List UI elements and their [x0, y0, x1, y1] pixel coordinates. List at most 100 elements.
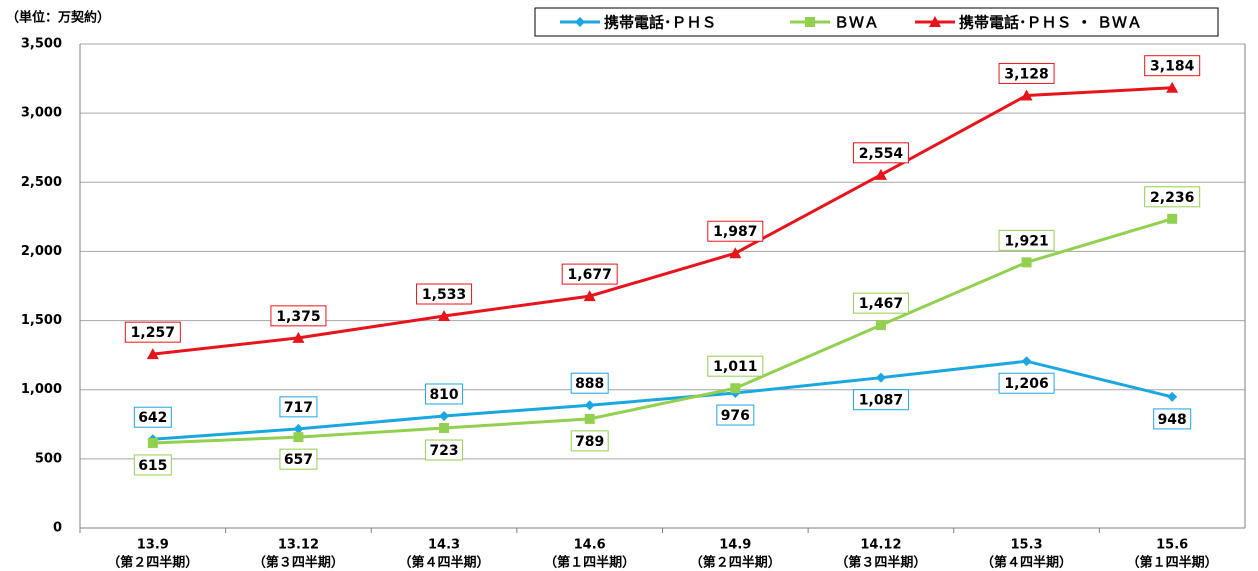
data-point	[439, 423, 450, 434]
x-tick-label: （第３四半期）	[253, 555, 344, 571]
x-tick-label: 14.9	[719, 538, 751, 553]
data-point	[1020, 89, 1033, 101]
value-label-box	[425, 383, 464, 405]
value-label: 789	[575, 434, 604, 450]
x-tick-label: 13.12	[278, 538, 319, 553]
value-label: 1,011	[713, 359, 757, 375]
y-tick-label: 2,000	[21, 244, 62, 259]
value-label: 1,087	[859, 393, 903, 409]
legend-label: 携帯電話･ＰＨＳ ・ ＢＷＡ	[959, 14, 1142, 32]
data-point	[583, 290, 596, 302]
legend-label: 携帯電話･ＰＨＳ	[604, 14, 717, 32]
value-label: 717	[284, 400, 313, 416]
value-label: 1,533	[422, 287, 466, 303]
data-point	[875, 372, 886, 383]
data-point	[1166, 81, 1179, 93]
value-label: 723	[429, 443, 458, 459]
series-line	[152, 217, 1173, 445]
legend-label: ＢＷＡ	[834, 14, 879, 32]
value-label-box	[570, 372, 609, 394]
x-tick-label: （第１四半期）	[1127, 555, 1218, 571]
value-label-box	[279, 396, 318, 418]
y-tick-label: 2,500	[21, 175, 62, 190]
series-line	[152, 359, 1173, 441]
legend-box	[534, 7, 1219, 37]
data-point	[147, 437, 158, 448]
legend-marker	[805, 17, 815, 27]
value-label-box	[1153, 408, 1192, 430]
value-label: 1,206	[1004, 376, 1048, 392]
value-label: 657	[284, 452, 313, 468]
value-label-box	[133, 454, 172, 476]
x-tick-label: （第２四半期）	[690, 555, 781, 571]
x-tick-label: （第１四半期）	[544, 555, 635, 571]
x-tick-label: （第２四半期）	[107, 555, 198, 571]
y-tick-label: 3,500	[21, 37, 62, 52]
value-label-box	[998, 372, 1055, 394]
y-axis-label: （単位：万契約）	[6, 10, 110, 26]
data-point	[439, 410, 450, 421]
data-point	[874, 168, 887, 180]
value-label: 888	[575, 376, 604, 392]
value-label: 976	[721, 408, 750, 424]
data-point	[438, 310, 451, 322]
value-label-box	[416, 283, 473, 305]
data-point	[875, 320, 886, 331]
value-label-box	[998, 62, 1055, 84]
y-tick-label: 0	[53, 521, 62, 536]
value-label: 615	[138, 458, 167, 474]
data-point	[584, 400, 595, 411]
value-label: 1,467	[859, 296, 903, 312]
value-label: 642	[138, 410, 167, 426]
y-tick-label: 500	[35, 451, 62, 466]
value-label-box	[570, 430, 609, 452]
x-tick-label: 14.3	[428, 538, 460, 553]
value-label-box	[707, 220, 764, 242]
value-label-box	[716, 404, 755, 426]
value-label-box	[1144, 55, 1201, 77]
value-label: 3,184	[1150, 59, 1195, 75]
value-label-box	[425, 439, 464, 461]
value-label: 1,921	[1004, 233, 1048, 249]
series-line	[152, 86, 1173, 356]
data-point	[584, 413, 595, 424]
value-label: 948	[1158, 412, 1187, 428]
value-label-box	[279, 448, 318, 470]
value-label: 2,554	[859, 146, 904, 162]
data-point	[146, 348, 159, 360]
value-label: 1,257	[131, 325, 175, 341]
value-label: 1,987	[713, 224, 757, 240]
data-point	[292, 331, 305, 343]
x-tick-label: 13.9	[137, 538, 169, 553]
value-label-box	[707, 355, 764, 377]
x-tick-label: （第４四半期）	[981, 555, 1072, 571]
data-point	[1167, 213, 1178, 224]
value-label: 2,236	[1150, 190, 1194, 206]
y-tick-label: 3,000	[21, 106, 62, 121]
value-label: 1,677	[568, 267, 612, 283]
data-point	[293, 432, 304, 443]
value-label-box	[852, 389, 909, 411]
legend-marker	[575, 17, 585, 27]
value-label: 3,128	[1004, 66, 1048, 82]
value-label-box	[1144, 186, 1201, 208]
y-tick-label: 1,000	[21, 382, 62, 397]
data-point	[293, 423, 304, 434]
y-tick-label: 1,500	[21, 313, 62, 328]
x-tick-label: 14.6	[574, 538, 606, 553]
value-label-box	[133, 406, 172, 428]
value-label-box	[124, 321, 181, 343]
data-point	[1021, 356, 1032, 367]
x-tick-label: 15.3	[1011, 538, 1043, 553]
value-label-box	[998, 229, 1055, 251]
x-tick-label: 15.6	[1156, 538, 1188, 553]
x-tick-label: 14.12	[860, 538, 901, 553]
data-point	[729, 247, 742, 259]
value-label-box	[852, 142, 909, 164]
data-point	[1021, 257, 1032, 268]
value-label-box	[561, 263, 618, 285]
legend-marker	[929, 16, 941, 27]
value-label: 1,375	[276, 309, 320, 325]
